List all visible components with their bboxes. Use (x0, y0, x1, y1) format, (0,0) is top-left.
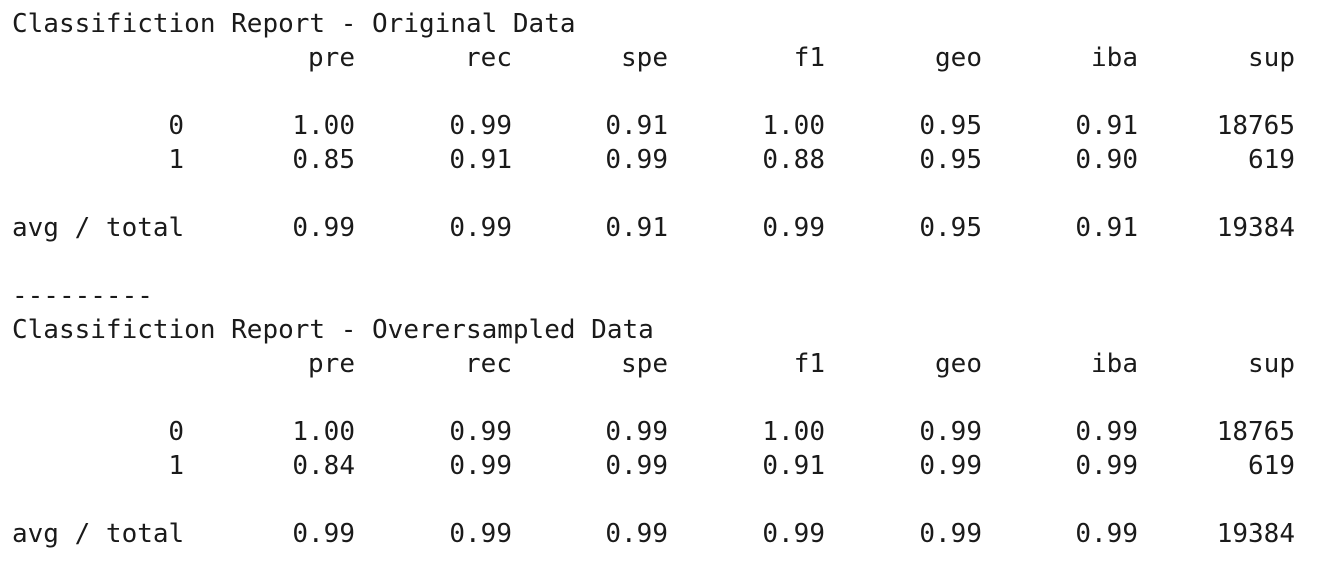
table-cell: 0.88 (762, 145, 825, 175)
total-row-label: avg / total (12, 519, 185, 549)
table-cell: 18765 (1216, 417, 1295, 447)
total-cell: 0.99 (292, 213, 355, 243)
table-cell: 1.00 (762, 417, 825, 447)
table-cell: 0.99 (449, 111, 512, 141)
table-cell: 0.99 (1075, 417, 1138, 447)
total-cell: 0.99 (762, 213, 825, 243)
row-label: 1 (168, 451, 184, 481)
column-header-iba: iba (1091, 43, 1138, 73)
table-cell: 0.99 (605, 145, 668, 175)
table-cell: 0.95 (919, 111, 982, 141)
total-cell: 0.99 (292, 519, 355, 549)
column-header-sup: sup (1248, 43, 1295, 73)
table-cell: 0.95 (919, 145, 982, 175)
table-cell: 0.85 (292, 145, 355, 175)
table-cell: 0.91 (605, 111, 668, 141)
column-header-f1: f1 (793, 43, 825, 73)
table-cell: 0.99 (449, 417, 512, 447)
report-title: Classifiction Report - Original Data (12, 9, 576, 39)
column-header-sup: sup (1248, 349, 1295, 379)
table-cell: 1.00 (292, 417, 355, 447)
table-cell: 0.99 (919, 417, 982, 447)
row-label: 0 (168, 417, 184, 447)
total-cell: 0.95 (919, 213, 982, 243)
table-cell: 0.84 (292, 451, 355, 481)
total-cell: 0.99 (449, 213, 512, 243)
column-header-spe: spe (621, 349, 668, 379)
total-cell: 0.91 (1075, 213, 1138, 243)
row-label: 0 (168, 111, 184, 141)
table-cell: 619 (1248, 145, 1295, 175)
column-header-pre: pre (308, 43, 355, 73)
total-cell: 0.99 (1075, 519, 1138, 549)
column-header-rec: rec (465, 349, 512, 379)
table-cell: 0.99 (449, 451, 512, 481)
table-cell: 0.99 (605, 451, 668, 481)
table-cell: 18765 (1216, 111, 1295, 141)
total-cell: 19384 (1216, 519, 1295, 549)
table-cell: 0.91 (449, 145, 512, 175)
table-cell: 1.00 (292, 111, 355, 141)
total-cell: 19384 (1216, 213, 1295, 243)
table-cell: 0.91 (1075, 111, 1138, 141)
report-title: Classifiction Report - Overersampled Dat… (12, 315, 654, 345)
column-header-geo: geo (935, 43, 982, 73)
table-cell: 0.99 (919, 451, 982, 481)
table-cell: 1.00 (762, 111, 825, 141)
column-header-spe: spe (621, 43, 668, 73)
table-cell: 619 (1248, 451, 1295, 481)
total-cell: 0.99 (919, 519, 982, 549)
total-cell: 0.99 (605, 519, 668, 549)
column-header-geo: geo (935, 349, 982, 379)
column-header-rec: rec (465, 43, 512, 73)
column-header-f1: f1 (793, 349, 825, 379)
row-label: 1 (168, 145, 184, 175)
column-header-pre: pre (308, 349, 355, 379)
table-cell: 0.91 (762, 451, 825, 481)
total-row-label: avg / total (12, 213, 185, 243)
column-header-iba: iba (1091, 349, 1138, 379)
table-cell: 0.99 (605, 417, 668, 447)
separator-line: --------- (12, 281, 153, 311)
table-cell: 0.99 (1075, 451, 1138, 481)
total-cell: 0.99 (449, 519, 512, 549)
total-cell: 0.99 (762, 519, 825, 549)
table-cell: 0.90 (1075, 145, 1138, 175)
total-cell: 0.91 (605, 213, 668, 243)
